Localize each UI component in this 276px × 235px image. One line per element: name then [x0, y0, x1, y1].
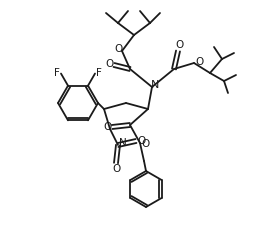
Text: O: O — [141, 139, 149, 149]
Text: F: F — [54, 67, 60, 78]
Text: O: O — [175, 40, 183, 50]
Text: O: O — [105, 59, 113, 69]
Text: N: N — [119, 138, 127, 148]
Text: O: O — [112, 164, 120, 174]
Text: O: O — [195, 57, 203, 67]
Text: O: O — [103, 122, 111, 132]
Text: O: O — [137, 136, 145, 146]
Text: F: F — [96, 67, 102, 78]
Text: N: N — [151, 80, 159, 90]
Text: O: O — [114, 44, 122, 54]
